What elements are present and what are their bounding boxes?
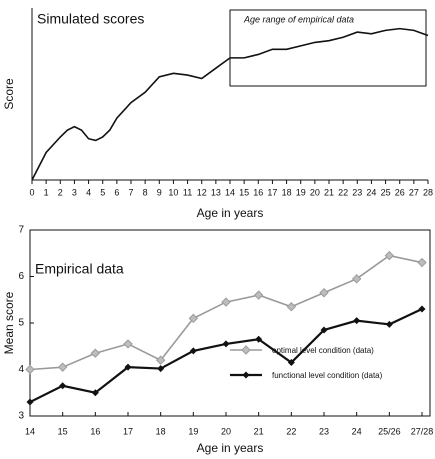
x-tick-label: 20 (221, 426, 231, 436)
marker (384, 250, 395, 261)
x-tick-label: 17 (123, 426, 133, 436)
marker (25, 364, 35, 375)
marker (57, 362, 68, 372)
y-axis-label: Score (2, 78, 16, 110)
chart-title: Simulated scores (37, 11, 144, 27)
x-tick-label: 0 (29, 187, 34, 197)
x-tick-label: 3 (72, 187, 77, 197)
marker (417, 257, 427, 268)
x-tick-label: 23 (319, 426, 329, 436)
x-tick-label: 9 (157, 187, 162, 197)
x-tick-label: 11 (183, 187, 192, 197)
marker (351, 274, 362, 284)
x-tick-label: 27/28 (411, 426, 434, 436)
x-tick-label: 25/26 (378, 426, 401, 436)
marker (286, 302, 297, 312)
x-tick-label: 7 (128, 187, 133, 197)
x-tick-label: 28 (423, 187, 433, 197)
marker (241, 345, 251, 355)
x-tick-label: 22 (338, 187, 348, 197)
x-axis-label: Age in years (197, 206, 264, 220)
marker (91, 389, 99, 397)
annotation-box (229, 9, 427, 87)
y-tick-label: 4 (18, 364, 24, 375)
marker (242, 371, 250, 379)
x-tick-label: 22 (286, 426, 296, 436)
marker (155, 355, 166, 365)
marker (90, 348, 101, 358)
x-tick-label: 24 (366, 187, 376, 197)
marker (59, 382, 67, 390)
marker (124, 363, 132, 371)
x-tick-label: 15 (239, 187, 249, 197)
x-tick-label: 16 (90, 426, 100, 436)
chart-title: Empirical data (35, 261, 124, 277)
x-tick-label: 21 (254, 426, 264, 436)
x-tick-label: 20 (310, 187, 320, 197)
y-tick-label: 3 (18, 411, 24, 422)
x-tick-label: 19 (296, 187, 306, 197)
marker (222, 340, 230, 348)
x-tick-label: 14 (225, 187, 235, 197)
line (31, 27, 429, 181)
x-tick-label: 19 (188, 426, 198, 436)
x-tick-label: 14 (25, 426, 35, 436)
marker (385, 320, 393, 328)
x-tick-label: 4 (86, 187, 91, 197)
legend-label: optimal level condition (data) (272, 346, 374, 355)
x-tick-label: 23 (352, 187, 362, 197)
x-tick-label: 2 (58, 187, 63, 197)
x-tick-label: 26 (395, 187, 405, 197)
x-tick-label: 25 (381, 187, 391, 197)
x-tick-label: 16 (253, 187, 263, 197)
x-tick-label: 27 (409, 187, 419, 197)
legend-label: functional level condition (data) (272, 371, 383, 380)
marker (123, 339, 133, 349)
marker (26, 398, 34, 406)
marker (255, 335, 263, 343)
x-tick-label: 17 (267, 187, 277, 197)
x-tick-label: 8 (143, 187, 148, 197)
marker (189, 347, 197, 355)
x-tick-label: 13 (211, 187, 221, 197)
marker (287, 359, 295, 367)
marker (221, 297, 231, 307)
x-tick-label: 1 (44, 187, 49, 197)
y-axis-label: Mean score (2, 291, 16, 354)
x-tick-label: 10 (168, 187, 178, 197)
y-tick-label: 6 (18, 271, 24, 282)
marker (353, 317, 361, 325)
marker (418, 305, 426, 313)
marker (320, 326, 328, 334)
x-tick-label: 21 (324, 187, 334, 197)
x-axis-label: Age in years (197, 441, 264, 455)
marker (319, 288, 329, 298)
x-tick-label: 18 (156, 426, 166, 436)
marker (253, 290, 264, 300)
x-tick-label: 15 (58, 426, 68, 436)
marker (157, 365, 165, 373)
x-tick-label: 24 (352, 426, 362, 436)
x-tick-label: 18 (282, 187, 292, 197)
x-tick-label: 12 (197, 187, 207, 197)
y-tick-label: 7 (18, 225, 24, 236)
annotation: Age range of empirical data (243, 14, 354, 24)
x-tick-label: 5 (100, 187, 105, 197)
y-tick-label: 5 (18, 318, 24, 329)
marker (188, 313, 199, 324)
x-tick-label: 6 (114, 187, 119, 197)
